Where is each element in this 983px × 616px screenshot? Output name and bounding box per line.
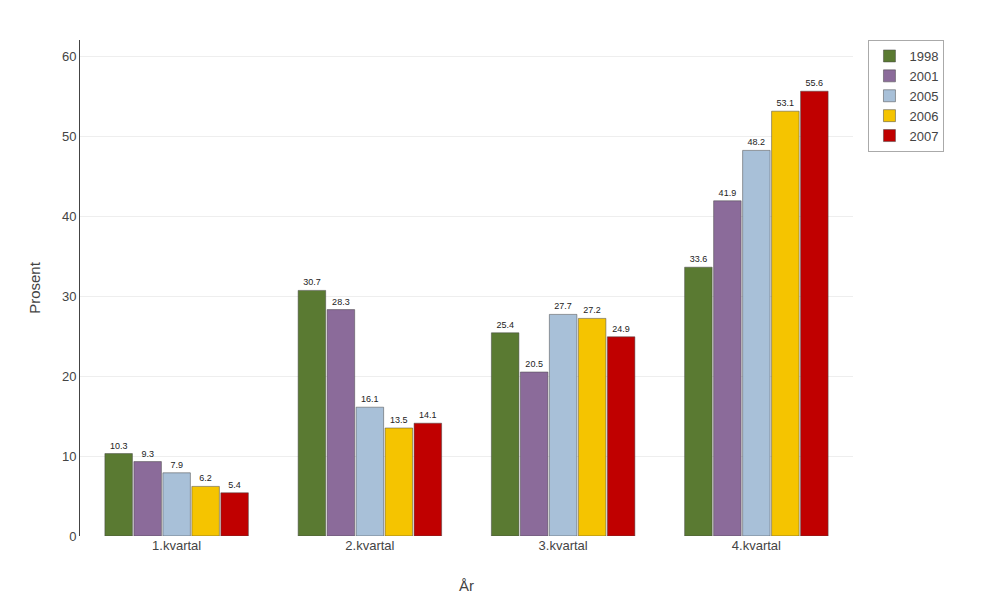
svg-text:50: 50 [62,129,76,144]
svg-text:40: 40 [62,209,76,224]
svg-text:0: 0 [69,529,76,544]
svg-text:6.2: 6.2 [199,473,212,483]
svg-text:Prosent: Prosent [26,261,43,314]
svg-text:5.4: 5.4 [228,480,241,490]
svg-text:20: 20 [62,369,76,384]
svg-text:30: 30 [62,289,76,304]
svg-text:27.2: 27.2 [583,305,601,315]
svg-text:41.9: 41.9 [719,188,737,198]
svg-text:2007: 2007 [909,129,938,144]
svg-text:25.4: 25.4 [496,320,514,330]
svg-text:53.1: 53.1 [777,98,795,108]
svg-text:1998: 1998 [909,49,938,64]
svg-text:10: 10 [62,449,76,464]
svg-text:2.kvartal: 2.kvartal [345,538,394,553]
svg-text:3.kvartal: 3.kvartal [539,538,588,553]
svg-text:27.7: 27.7 [554,301,572,311]
svg-text:4.kvartal: 4.kvartal [732,538,781,553]
svg-text:28.3: 28.3 [332,297,350,307]
svg-text:30.7: 30.7 [303,277,321,287]
svg-text:13.5: 13.5 [390,415,408,425]
svg-text:2001: 2001 [909,69,938,84]
svg-text:2006: 2006 [909,109,938,124]
svg-text:20.5: 20.5 [525,359,543,369]
svg-text:År: År [459,577,474,594]
svg-text:33.6: 33.6 [690,254,708,264]
svg-text:48.2: 48.2 [748,137,766,147]
svg-text:1.kvartal: 1.kvartal [152,538,201,553]
svg-text:24.9: 24.9 [612,324,630,334]
svg-text:10.3: 10.3 [110,441,128,451]
svg-text:60: 60 [62,49,76,64]
svg-text:7.9: 7.9 [170,460,183,470]
svg-text:14.1: 14.1 [419,410,437,420]
svg-text:55.6: 55.6 [806,78,824,88]
svg-text:16.1: 16.1 [361,394,379,404]
svg-text:2005: 2005 [909,89,938,104]
svg-text:9.3: 9.3 [141,449,154,459]
